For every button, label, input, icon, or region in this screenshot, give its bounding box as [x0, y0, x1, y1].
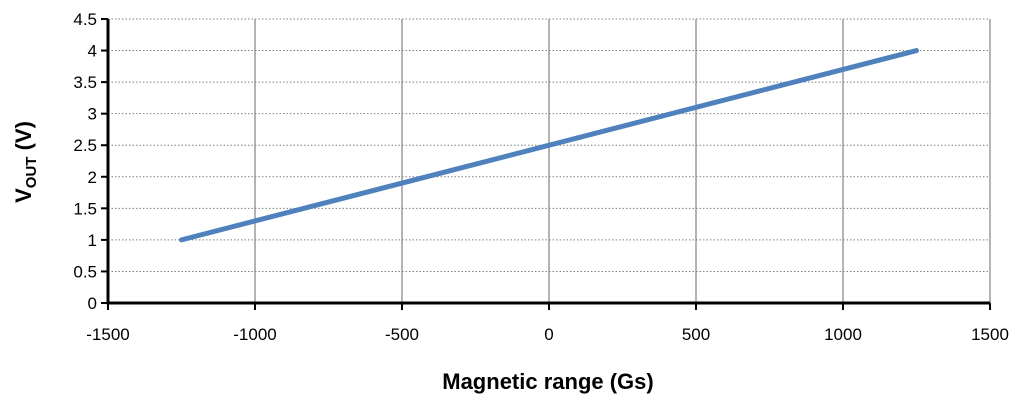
y-axis-title: VOUT (V)	[11, 121, 40, 203]
y-axis-title-unit: (V)	[11, 121, 36, 156]
y-tick-label: 0.5	[73, 262, 97, 281]
tick-label-layer: -1500 -1000 -500 0 500 1000 1500 0 0.5 1 1.5 2 2.5 3 3…	[73, 10, 1009, 344]
x-tick-label: -1000	[233, 325, 276, 344]
x-tick-label: 0	[544, 325, 553, 344]
x-axis-title: Magnetic range (Gs)	[442, 369, 653, 394]
y-tick-label: 1	[88, 231, 97, 250]
y-tick-label: 3.5	[73, 73, 97, 92]
x-tick-label: -500	[385, 325, 419, 344]
y-tick-label: 4	[88, 42, 97, 61]
x-tick-label: -1500	[86, 325, 129, 344]
y-tick-label: 0	[88, 294, 97, 313]
axis-layer	[101, 18, 991, 310]
data-series-line	[179, 48, 919, 243]
y-tick-label: 1.5	[73, 199, 97, 218]
y-tick-label: 2	[88, 168, 97, 187]
x-tick-label: 1000	[824, 325, 862, 344]
grid-layer	[108, 18, 991, 303]
y-tick-label: 4.5	[73, 10, 97, 29]
y-tick-label: 2.5	[73, 136, 97, 155]
series-layer	[179, 48, 919, 243]
y-tick-label: 3	[88, 105, 97, 124]
y-axis-title-main: V	[11, 188, 36, 203]
y-axis-title-subscript: OUT	[23, 157, 40, 189]
x-tick-label: 1500	[971, 325, 1009, 344]
x-tick-label: 500	[682, 325, 710, 344]
